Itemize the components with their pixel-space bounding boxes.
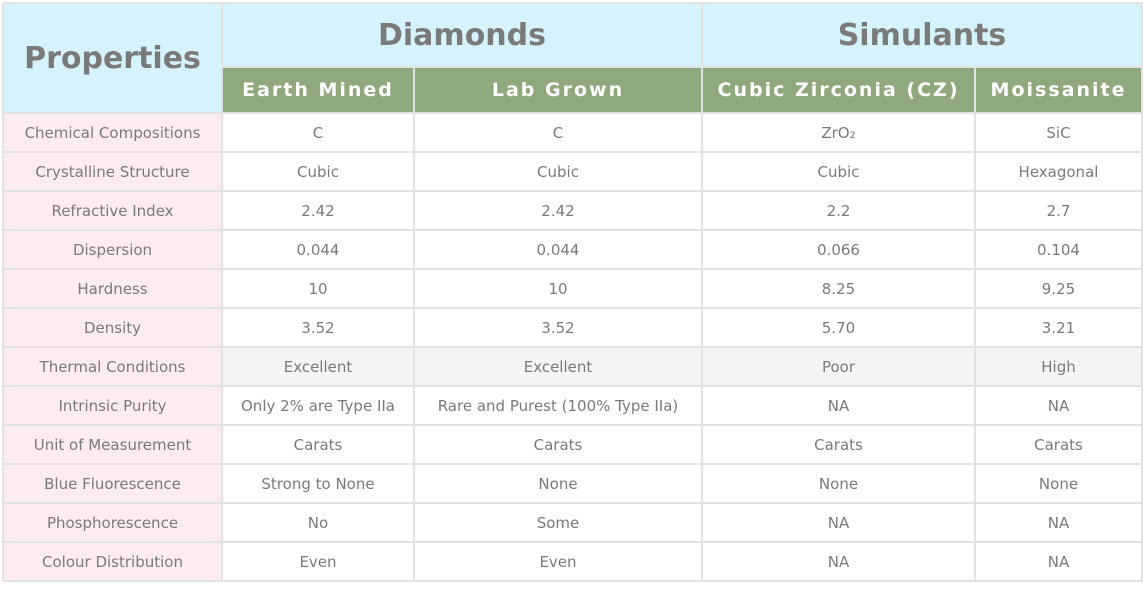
value-cell: Only 2% are Type IIa bbox=[221, 385, 415, 426]
property-cell: Hardness bbox=[2, 268, 223, 309]
value-cell: NA bbox=[974, 541, 1143, 582]
table-row: Refractive Index 2.42 2.42 2.2 2.7 bbox=[2, 190, 1143, 231]
properties-header: Properties bbox=[2, 2, 223, 114]
value-cell: ZrO₂ bbox=[701, 112, 976, 153]
column-header-lab-grown: Lab Grown bbox=[413, 66, 703, 114]
value-cell: Cubic bbox=[221, 151, 415, 192]
value-cell: Carats bbox=[413, 424, 703, 465]
value-cell: 10 bbox=[413, 268, 703, 309]
value-cell: Hexagonal bbox=[974, 151, 1143, 192]
value-cell: 0.044 bbox=[413, 229, 703, 270]
value-cell: Carats bbox=[701, 424, 976, 465]
group-header-simulants: Simulants bbox=[701, 2, 1143, 68]
value-cell: SiC bbox=[974, 112, 1143, 153]
property-cell: Density bbox=[2, 307, 223, 348]
value-cell: 2.42 bbox=[221, 190, 415, 231]
value-cell: 0.066 bbox=[701, 229, 976, 270]
property-cell: Thermal Conditions bbox=[2, 346, 223, 387]
column-header-earth-mined: Earth Mined bbox=[221, 66, 415, 114]
value-cell: No bbox=[221, 502, 415, 543]
table-row: Blue Fluorescence Strong to None None None N… bbox=[2, 463, 1143, 504]
table-row: Chemical Compositions C C ZrO₂ SiC bbox=[2, 112, 1143, 153]
value-cell: Cubic bbox=[701, 151, 976, 192]
value-cell: NA bbox=[701, 502, 976, 543]
value-cell: 2.42 bbox=[413, 190, 703, 231]
value-cell: 9.25 bbox=[974, 268, 1143, 309]
value-cell: None bbox=[701, 463, 976, 504]
group-header-diamonds: Diamonds bbox=[221, 2, 703, 68]
property-cell: Chemical Compositions bbox=[2, 112, 223, 153]
table-row: Intrinsic Purity Only 2% are Type IIa Rare… bbox=[2, 385, 1143, 426]
value-cell: NA bbox=[974, 385, 1143, 426]
column-header-moissanite: Moissanite bbox=[974, 66, 1143, 114]
table-row: Dispersion 0.044 0.044 0.066 0.104 bbox=[2, 229, 1143, 270]
value-cell: 5.70 bbox=[701, 307, 976, 348]
property-cell: Blue Fluorescence bbox=[2, 463, 223, 504]
property-cell: Colour Distribution bbox=[2, 541, 223, 582]
value-cell: 3.52 bbox=[221, 307, 415, 348]
value-cell: High bbox=[974, 346, 1143, 387]
table-row: Unit of Measurement Carats Carats Carats Car… bbox=[2, 424, 1143, 465]
table-row: Colour Distribution Even Even NA NA bbox=[2, 541, 1143, 582]
value-cell: Excellent bbox=[413, 346, 703, 387]
value-cell: Poor bbox=[701, 346, 976, 387]
value-cell: 0.104 bbox=[974, 229, 1143, 270]
column-header-cubic-zirconia: Cubic Zirconia (CZ) bbox=[701, 66, 976, 114]
value-cell: Cubic bbox=[413, 151, 703, 192]
value-cell: 0.044 bbox=[221, 229, 415, 270]
value-cell: NA bbox=[701, 541, 976, 582]
value-cell: Some bbox=[413, 502, 703, 543]
value-cell: Strong to None bbox=[221, 463, 415, 504]
comparison-table: Properties Diamonds Simulants Earth Mine… bbox=[2, 2, 1143, 582]
value-cell: Even bbox=[221, 541, 415, 582]
value-cell: NA bbox=[701, 385, 976, 426]
value-cell: Excellent bbox=[221, 346, 415, 387]
value-cell: 2.7 bbox=[974, 190, 1143, 231]
table-row: Thermal Conditions Excellent Excellent Poor… bbox=[2, 346, 1143, 387]
value-cell: 8.25 bbox=[701, 268, 976, 309]
value-cell: NA bbox=[974, 502, 1143, 543]
table-row: Density 3.52 3.52 5.70 3.21 bbox=[2, 307, 1143, 348]
property-cell: Dispersion bbox=[2, 229, 223, 270]
value-cell: 3.21 bbox=[974, 307, 1143, 348]
table-row: Phosphorescence No Some NA NA bbox=[2, 502, 1143, 543]
property-cell: Unit of Measurement bbox=[2, 424, 223, 465]
value-cell: Carats bbox=[974, 424, 1143, 465]
value-cell: Even bbox=[413, 541, 703, 582]
value-cell: None bbox=[974, 463, 1143, 504]
value-cell: 10 bbox=[221, 268, 415, 309]
value-cell: None bbox=[413, 463, 703, 504]
value-cell: C bbox=[221, 112, 415, 153]
value-cell: 3.52 bbox=[413, 307, 703, 348]
value-cell: C bbox=[413, 112, 703, 153]
table-row: Crystalline Structure Cubic Cubic Cubic Hexa… bbox=[2, 151, 1143, 192]
value-cell: 2.2 bbox=[701, 190, 976, 231]
table-row: Hardness 10 10 8.25 9.25 bbox=[2, 268, 1143, 309]
value-cell: Carats bbox=[221, 424, 415, 465]
property-cell: Refractive Index bbox=[2, 190, 223, 231]
property-cell: Phosphorescence bbox=[2, 502, 223, 543]
property-cell: Crystalline Structure bbox=[2, 151, 223, 192]
value-cell: Rare and Purest (100% Type IIa) bbox=[413, 385, 703, 426]
property-cell: Intrinsic Purity bbox=[2, 385, 223, 426]
